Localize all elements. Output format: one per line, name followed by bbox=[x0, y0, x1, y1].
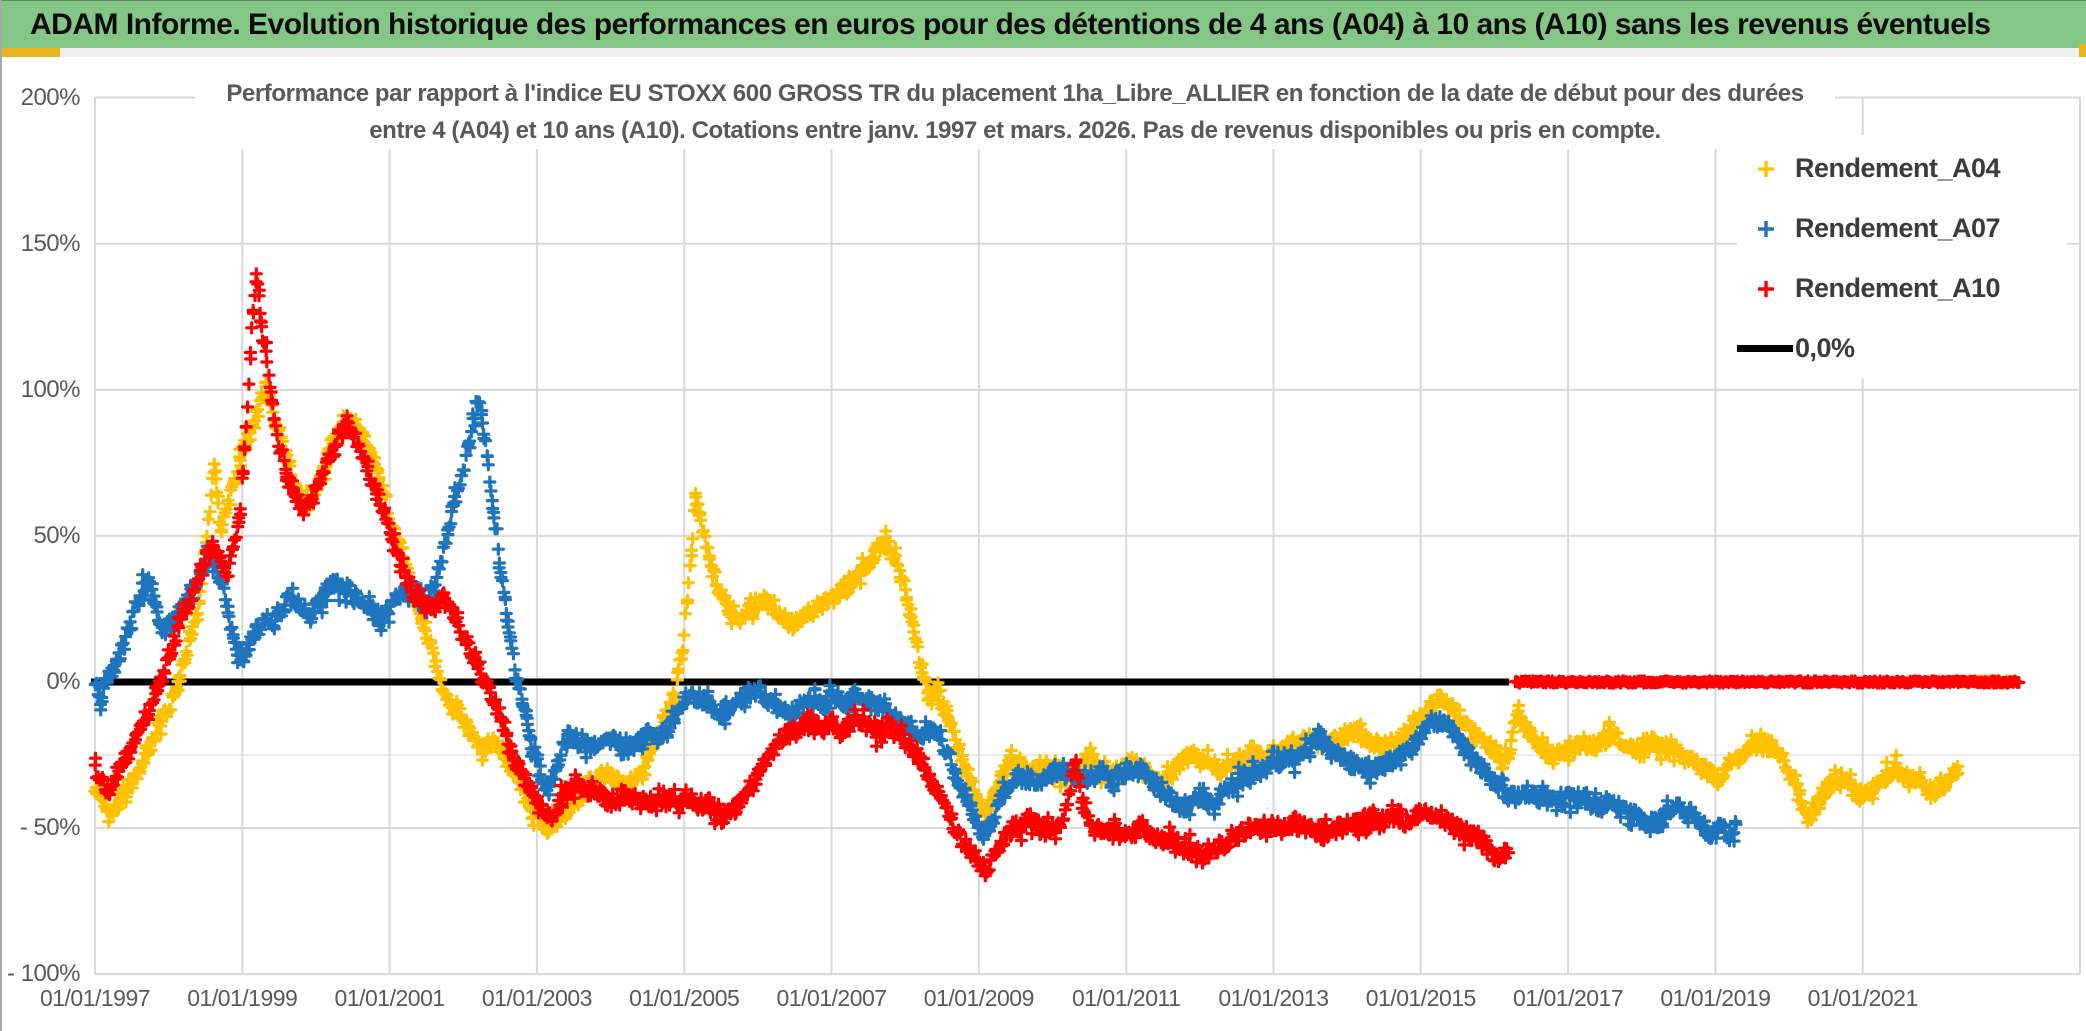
y-axis-tick-label: 200% bbox=[20, 83, 81, 111]
legend-item-rendement-a07[interactable]: Rendement_A07 bbox=[1737, 213, 2067, 244]
series-rendement-a10 bbox=[88, 267, 1516, 883]
legend-label: Rendement_A07 bbox=[1795, 213, 2001, 243]
y-axis-tick-label: 50% bbox=[33, 521, 80, 549]
x-axis-tick-label: 01/01/2013 bbox=[1218, 985, 1329, 1011]
plus-marker-icon bbox=[1737, 219, 1795, 239]
y-axis-tick-label: - 50% bbox=[19, 814, 81, 842]
header-divider bbox=[2, 48, 2086, 57]
plus-marker-icon bbox=[1737, 279, 1795, 299]
y-axis-tick-label: 150% bbox=[20, 229, 81, 257]
legend-item-rendement-a10[interactable]: Rendement_A10 bbox=[1737, 273, 2067, 304]
x-axis-tick-label: 01/01/2005 bbox=[629, 985, 740, 1011]
chart-title-line1: Performance par rapport à l'indice EU ST… bbox=[226, 80, 1804, 107]
y-axis-tick-label: 0% bbox=[46, 668, 80, 695]
legend-label: 0,0% bbox=[1795, 333, 1855, 363]
y-axis-tick-label: - 100% bbox=[6, 960, 81, 988]
window-title-bar: ADAM Informe. Evolution historique des p… bbox=[2, 0, 2086, 48]
x-axis-tick-label: 01/01/2011 bbox=[1071, 985, 1181, 1011]
performance-chart: Performance par rapport à l'indice EU ST… bbox=[2, 57, 2086, 1031]
chart-canvas bbox=[88, 96, 2081, 976]
chart-title: Performance par rapport à l'indice EU ST… bbox=[195, 75, 1835, 149]
x-axis-tick-label: 01/01/1999 bbox=[187, 985, 298, 1011]
legend-label: Rendement_A10 bbox=[1795, 273, 2001, 303]
x-axis-tick-label: 01/01/2015 bbox=[1365, 985, 1477, 1011]
x-axis-tick-label: 01/01/2009 bbox=[923, 985, 1035, 1011]
chart-title-line2: entre 4 (A04) et 10 ans (A10). Cotations… bbox=[369, 117, 1661, 144]
plus-marker-icon bbox=[1737, 159, 1795, 179]
x-axis-tick-label: 01/01/2001 bbox=[334, 985, 446, 1011]
x-axis-tick-label: 01/01/2007 bbox=[776, 985, 887, 1011]
x-axis-tick-label: 01/01/1997 bbox=[39, 985, 151, 1011]
chart-legend: Rendement_A04 Rendement_A07 Rendement_A1… bbox=[1737, 135, 2067, 378]
legend-item-zero-line[interactable]: 0,0% bbox=[1737, 333, 2067, 364]
x-axis-tick-label: 01/01/2017 bbox=[1513, 985, 1624, 1011]
x-axis-tick-label: 01/01/2003 bbox=[481, 985, 593, 1011]
series-rendement-a07 bbox=[88, 394, 1743, 848]
legend-item-rendement-a04[interactable]: Rendement_A04 bbox=[1737, 153, 2067, 184]
legend-label: Rendement_A04 bbox=[1795, 153, 2001, 183]
accent-corner-top-left bbox=[2, 48, 60, 57]
y-axis-tick-label: 100% bbox=[20, 375, 81, 403]
line-swatch-icon bbox=[1737, 345, 1795, 352]
x-axis-tick-label: 01/01/2019 bbox=[1660, 985, 1771, 1011]
x-axis-tick-label: 01/01/2021 bbox=[1807, 985, 1919, 1011]
page-title: ADAM Informe. Evolution historique des p… bbox=[30, 7, 1991, 41]
zero-marker-crosses-rendement_a10 bbox=[1508, 674, 2026, 690]
accent-corner-top-right bbox=[2079, 44, 2086, 58]
